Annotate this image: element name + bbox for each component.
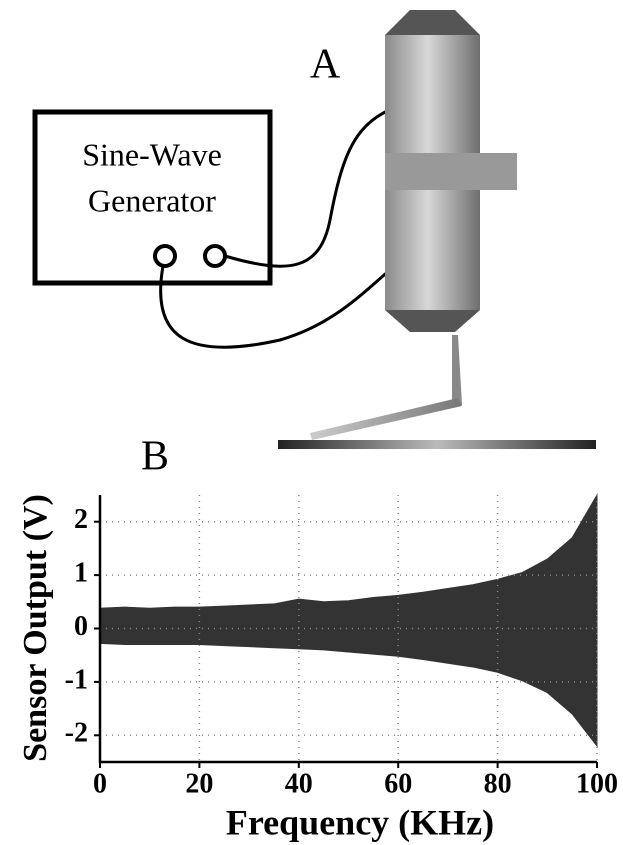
panel-label: A [310, 42, 341, 88]
x-axis-label: Frequency (KHz) [226, 802, 494, 842]
y-tick-label: -2 [65, 718, 88, 749]
terminal [153, 244, 177, 268]
y-tick-label: -1 [65, 664, 88, 695]
box-label: Sine-Wave [82, 136, 222, 172]
wire [224, 98, 419, 268]
wire [159, 248, 419, 349]
x-tick-label: 60 [384, 768, 412, 799]
sample-base [278, 440, 596, 449]
generator-box [32, 109, 273, 286]
panel-label: B [141, 434, 169, 480]
cantilever [310, 398, 462, 440]
y-axis-label: Sensor Output (V) [17, 494, 54, 762]
probe-flange [385, 153, 517, 190]
y-tick-label: 1 [74, 558, 88, 589]
probe-cap [385, 10, 480, 35]
x-tick-label: 0 [93, 768, 107, 799]
signal-envelope [99, 628, 598, 748]
y-tick-label: 0 [74, 611, 88, 642]
x-tick-label: 100 [576, 768, 618, 799]
x-tick-label: 40 [285, 768, 313, 799]
x-tick-label: 80 [484, 768, 512, 799]
axes [98, 495, 597, 764]
x-tick-label: 20 [185, 768, 213, 799]
y-tick-label: 2 [74, 504, 88, 535]
probe-tip [385, 310, 480, 332]
tip-needle [452, 335, 462, 405]
terminal [203, 244, 227, 268]
box-label: Generator [88, 182, 216, 218]
signal-envelope [99, 493, 598, 629]
